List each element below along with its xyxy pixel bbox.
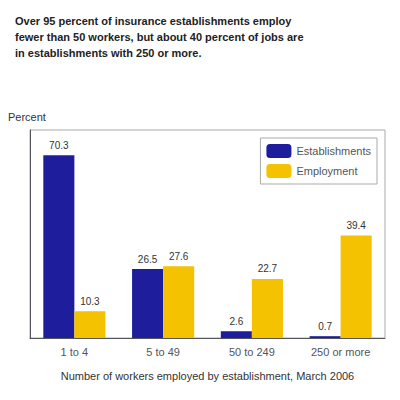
svg-text:26.5: 26.5 (138, 254, 158, 265)
svg-text:22.7: 22.7 (258, 263, 278, 274)
svg-text:fewer than 50 workers, but abo: fewer than 50 workers, but about 40 perc… (15, 31, 304, 43)
svg-text:Establishments: Establishments (296, 145, 371, 157)
svg-text:50 to 249: 50 to 249 (229, 346, 275, 358)
svg-text:Employment: Employment (296, 165, 357, 177)
svg-text:Percent: Percent (8, 111, 46, 123)
svg-text:27.6: 27.6 (169, 251, 189, 262)
svg-text:in establishments with 250 or: in establishments with 250 or more. (15, 47, 201, 59)
svg-text:Over 95 percent of insurance e: Over 95 percent of insurance establishme… (15, 15, 292, 27)
svg-text:2.6: 2.6 (229, 316, 243, 327)
svg-text:39.4: 39.4 (346, 220, 366, 231)
svg-text:250 or more: 250 or more (311, 346, 370, 358)
svg-text:Number of workers employed by: Number of workers employed by establishm… (61, 370, 354, 382)
svg-text:5 to 49: 5 to 49 (146, 346, 180, 358)
svg-text:0.7: 0.7 (318, 321, 332, 332)
svg-text:70.3: 70.3 (49, 140, 69, 151)
svg-text:1 to 4: 1 to 4 (61, 346, 89, 358)
svg-text:10.3: 10.3 (80, 296, 100, 307)
